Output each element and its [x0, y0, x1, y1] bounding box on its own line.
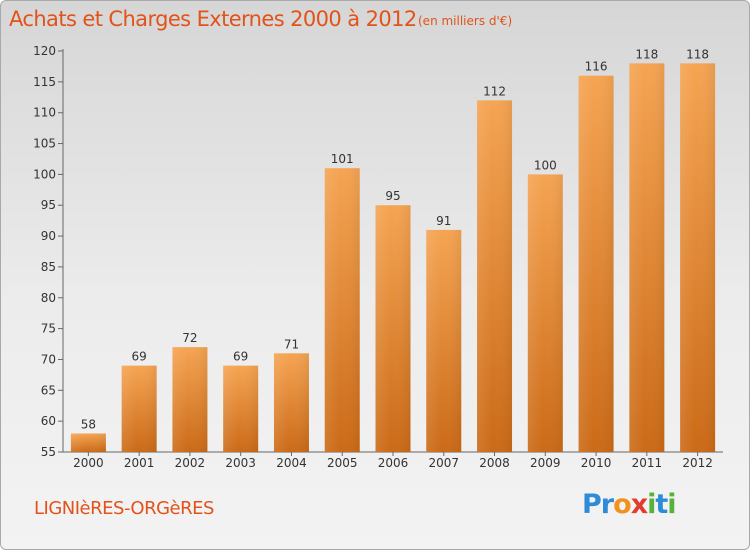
proxiti-logo[interactable]: Proxiti [582, 489, 677, 520]
value-label: 100 [534, 158, 557, 172]
logo-letter: o [613, 489, 632, 520]
x-tick-label: 2006 [378, 456, 409, 470]
bar-shade [375, 205, 411, 452]
logo-letter: i [647, 489, 656, 520]
y-tick-label: 95 [41, 198, 56, 212]
logo-letter: t [655, 489, 668, 520]
logo-letter: P [582, 489, 602, 520]
y-tick-label: 65 [41, 383, 56, 397]
value-label: 58 [81, 417, 96, 431]
x-tick-label: 2001 [124, 456, 155, 470]
bar-shade [680, 63, 716, 452]
y-tick-label: 85 [41, 260, 56, 274]
y-tick-label: 100 [33, 167, 56, 181]
x-tick-label: 2003 [225, 456, 256, 470]
bar-shade [477, 100, 513, 452]
value-label: 112 [483, 84, 506, 98]
logo-letter: x [630, 489, 648, 520]
y-tick-label: 70 [41, 352, 56, 366]
commune-name: LIGNIèRES-ORGèRES [34, 498, 214, 519]
x-tick-label: 2008 [479, 456, 510, 470]
y-tick-label: 110 [33, 106, 56, 120]
bar-shade [172, 347, 208, 452]
bar-shade [121, 365, 157, 452]
bar-shade [223, 365, 259, 452]
logo-letter: r [600, 489, 614, 520]
logo-letter: i [667, 489, 676, 520]
x-tick-label: 2012 [682, 456, 713, 470]
bar-shade [70, 433, 106, 452]
x-tick-label: 2011 [632, 456, 663, 470]
value-label: 69 [233, 350, 248, 364]
y-tick-label: 80 [41, 291, 56, 305]
x-tick-label: 2010 [581, 456, 612, 470]
x-tick-label: 2004 [276, 456, 307, 470]
chart-subtitle: (en milliers d'€) [418, 14, 513, 28]
value-label: 72 [182, 331, 197, 345]
bar-shade [273, 353, 309, 452]
x-tick-label: 2000 [73, 456, 104, 470]
bar-shade [629, 63, 665, 452]
x-tick-label: 2005 [327, 456, 358, 470]
value-label: 116 [585, 60, 608, 74]
y-tick-label: 90 [41, 229, 56, 243]
x-tick-label: 2009 [530, 456, 561, 470]
y-tick-label: 105 [33, 137, 56, 151]
x-tick-label: 2002 [175, 456, 206, 470]
value-label: 91 [436, 214, 451, 228]
bar-shade [527, 174, 563, 452]
y-tick-label: 55 [41, 445, 56, 459]
bar-shade [578, 75, 614, 452]
value-label: 118 [635, 47, 658, 61]
y-tick-label: 115 [33, 75, 56, 89]
value-label: 101 [331, 152, 354, 166]
y-tick-label: 75 [41, 322, 56, 336]
value-label: 118 [686, 47, 709, 61]
value-label: 71 [284, 337, 299, 351]
x-tick-label: 2007 [428, 456, 459, 470]
y-tick-label: 60 [41, 414, 56, 428]
y-tick-label: 120 [33, 44, 56, 58]
value-label: 69 [132, 350, 147, 364]
chart-title: Achats et Charges Externes 2000 à 2012 [9, 7, 417, 31]
value-label: 95 [385, 189, 400, 203]
bar-shade [324, 168, 360, 452]
bar-shade [426, 229, 462, 452]
